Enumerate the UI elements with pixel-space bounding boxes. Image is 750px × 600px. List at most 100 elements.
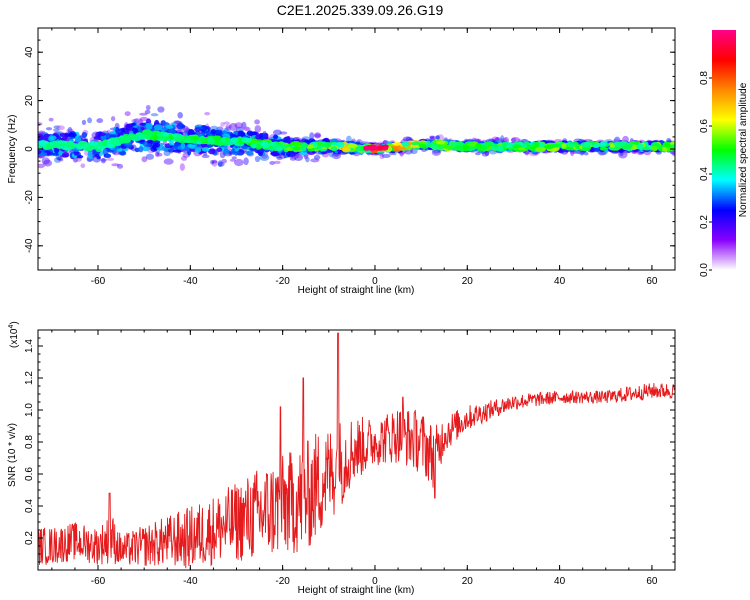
- snr-scale-prefix: (x10: [9, 328, 20, 348]
- spectrogram-panel: -60 -40 -20 0 20 40 60 -40 -20 0 20 40 Height of s…: [7, 27, 676, 296]
- spectrogram-cell: [111, 163, 120, 167]
- spectrogram-cell: [109, 130, 117, 135]
- spectrogram-cell: [81, 132, 88, 139]
- spectrogram-cell: [217, 161, 225, 167]
- spectrogram-cell: [314, 133, 321, 138]
- spectrogram-cell: [429, 135, 437, 141]
- x-tick-label: 60: [646, 276, 658, 287]
- spectrogram-cell: [38, 133, 45, 140]
- y-tick-label: 0.2: [24, 531, 35, 545]
- spectrogram-cell: [454, 145, 464, 152]
- spectrogram-cell: [260, 142, 266, 146]
- spectrogram-cell: [392, 142, 402, 146]
- spectrogram-cell: [246, 130, 254, 136]
- spectrogram-cell: [636, 143, 644, 150]
- spectrogram-cell: [168, 135, 174, 141]
- spectrogram-cell: [425, 140, 431, 147]
- spectrogram-cell: [269, 160, 276, 165]
- spectrogram-cell: [501, 138, 508, 143]
- spectrogram-cell: [149, 134, 159, 141]
- spectrogram-cell: [625, 142, 634, 148]
- x-tick-label: -60: [91, 576, 106, 587]
- x-tick-label: -40: [183, 576, 198, 587]
- spectrogram-cell: [157, 106, 165, 113]
- spectrogram-cell: [210, 160, 215, 165]
- spectrogram-cell: [254, 155, 261, 163]
- spectrogram-cell: [68, 132, 77, 138]
- spectrogram-x-axis: -60 -40 -20 0 20 40 60: [51, 28, 676, 287]
- spectrogram-cell: [295, 154, 303, 159]
- spectrogram-cell: [583, 151, 589, 156]
- spectrogram-cell: [81, 119, 87, 126]
- spectrogram-cell: [139, 112, 148, 116]
- spectrogram-cell: [312, 142, 318, 147]
- spectrogram-cell: [204, 111, 211, 116]
- spectrogram-cell: [277, 139, 287, 143]
- spectrogram-cell: [45, 127, 53, 131]
- spectrogram-cell: [120, 137, 131, 144]
- y-tick-label: 1.2: [24, 371, 35, 385]
- spectrogram-cell: [323, 142, 332, 149]
- spectrogram-cell: [116, 163, 124, 169]
- x-tick-label: -60: [91, 276, 106, 287]
- spectrogram-cell: [52, 128, 60, 132]
- spectrogram-cell: [289, 157, 297, 161]
- spectrogram-cell: [214, 129, 221, 136]
- spectrogram-cell: [511, 137, 517, 143]
- spectrogram-cell: [501, 141, 508, 147]
- spectrogram-cell: [147, 139, 153, 144]
- spectrogram-cell: [96, 118, 104, 124]
- spectrogram-cell: [177, 111, 183, 119]
- spectrogram-cell: [115, 126, 120, 134]
- spectrogram-cell: [609, 144, 615, 148]
- chart-title: C2E1.2025.339.09.26.G19: [277, 2, 444, 18]
- spectrogram-cell: [96, 141, 103, 147]
- spectrogram-cell: [510, 137, 521, 143]
- spectrogram-cell: [561, 143, 567, 149]
- y-tick-label: 0.8: [24, 435, 35, 449]
- spectrogram-cell: [225, 124, 232, 129]
- spectrogram-cell: [330, 145, 338, 152]
- spectrogram-cell: [462, 145, 469, 151]
- snr-scale-suffix: ): [9, 321, 20, 324]
- spectrogram-cell: [138, 146, 144, 153]
- spectrogram-cell: [305, 156, 310, 163]
- spectrogram-cell: [163, 158, 174, 165]
- spectrogram-cell: [520, 144, 528, 148]
- spectrogram-cell: [429, 135, 435, 139]
- spectrogram-cell: [382, 146, 389, 151]
- colorbar-tick-label: 0.0: [699, 263, 710, 277]
- x-tick-label: -20: [275, 276, 290, 287]
- spectrogram-cell: [294, 154, 303, 162]
- spectrogram-cell: [669, 150, 675, 155]
- spectrogram-cell: [139, 122, 146, 126]
- spectrogram-cell: [100, 157, 106, 164]
- spectrogram-cell: [43, 159, 53, 167]
- spectrogram-cell: [481, 144, 487, 150]
- spectrogram-cell: [231, 147, 236, 155]
- spectrogram-cell: [49, 142, 55, 146]
- x-tick-label: -20: [275, 576, 290, 587]
- spectrogram-cell: [153, 124, 163, 131]
- spectrogram-cell: [172, 149, 182, 153]
- spectrogram-cell: [162, 132, 170, 137]
- spectrogram-cell: [153, 142, 161, 148]
- spectrogram-cell: [201, 147, 210, 152]
- spectrogram-cell: [484, 150, 490, 156]
- spectrogram-y-label: Frequency (Hz): [7, 115, 18, 184]
- spectrogram-cell: [435, 140, 446, 145]
- spectrogram-cell: [54, 157, 62, 163]
- spectrogram-cell: [110, 137, 120, 144]
- spectrogram-cell: [200, 125, 208, 132]
- spectrogram-marks: [38, 104, 675, 171]
- spectrogram-cell: [180, 142, 186, 150]
- colorbar-label: Normalized spectral amplitude: [738, 82, 749, 217]
- spectrogram-cell: [217, 160, 223, 168]
- colorbar-tick-label: 0.2: [699, 215, 710, 229]
- spectrogram-cell: [187, 129, 195, 136]
- spectrogram-cell: [435, 135, 441, 140]
- spectrogram-cell: [156, 132, 163, 136]
- x-tick-label: 0: [372, 276, 378, 287]
- spectrogram-cell: [89, 141, 99, 146]
- spectrogram-cell: [38, 163, 45, 169]
